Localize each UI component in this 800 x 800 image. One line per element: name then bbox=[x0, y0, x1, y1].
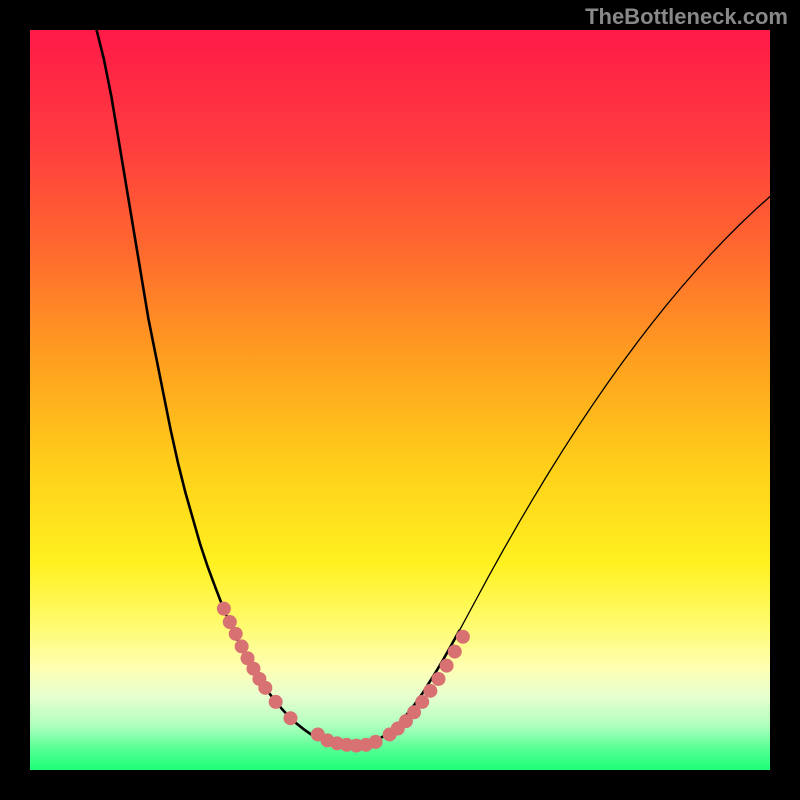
marker-dot bbox=[258, 681, 272, 695]
marker-dot bbox=[440, 659, 454, 673]
marker-dot bbox=[223, 615, 237, 629]
marker-dot bbox=[229, 627, 243, 641]
gradient-background bbox=[30, 30, 770, 770]
marker-dot bbox=[283, 711, 297, 725]
marker-dot bbox=[456, 630, 470, 644]
chart-svg bbox=[30, 30, 770, 770]
marker-dot bbox=[235, 639, 249, 653]
marker-dot bbox=[423, 684, 437, 698]
chart-frame: TheBottleneck.com bbox=[0, 0, 800, 800]
watermark-text: TheBottleneck.com bbox=[585, 4, 788, 30]
marker-dot bbox=[269, 695, 283, 709]
marker-dot bbox=[431, 672, 445, 686]
plot-area bbox=[30, 30, 770, 770]
marker-dot bbox=[217, 602, 231, 616]
marker-dot bbox=[448, 645, 462, 659]
marker-dot bbox=[369, 735, 383, 749]
